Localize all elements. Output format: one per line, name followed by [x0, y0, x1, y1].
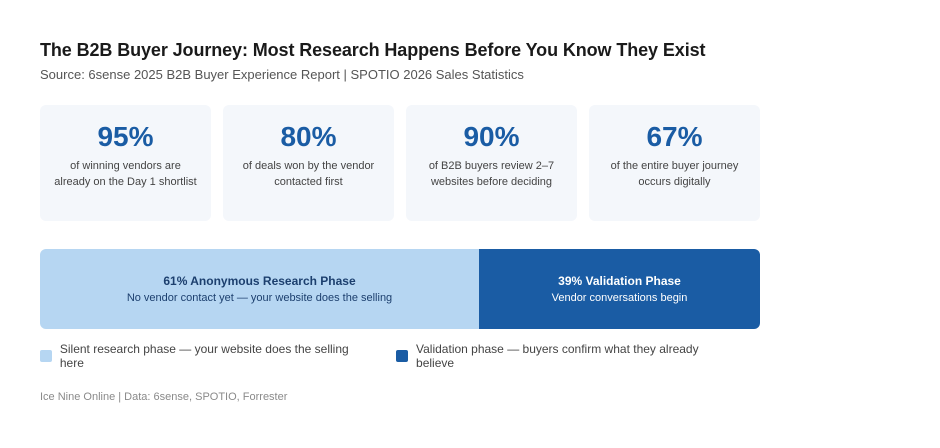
page-subtitle: Source: 6sense 2025 B2B Buyer Experience…: [40, 67, 524, 82]
stat-cards: 95% of winning vendors are already on th…: [40, 105, 760, 221]
segment-label: 39% Validation Phase: [558, 273, 681, 288]
bar-segment-validation: 39% Validation Phase Vendor conversations…: [479, 249, 760, 329]
stat-description: of the entire buyer journey occurs digit…: [610, 160, 739, 188]
stat-card-digital-journey: 67% of the entire buyer journey occurs d…: [589, 105, 760, 221]
legend-swatch-research: [40, 350, 52, 362]
page-title: The B2B Buyer Journey: Most Research Hap…: [40, 40, 706, 60]
stat-card-websites-reviewed: 90% of B2B buyers review 2–7 websites be…: [406, 105, 577, 221]
stat-description: of B2B buyers review 2–7 websites before…: [428, 160, 555, 188]
stat-description: of deals won by the vendor contacted fir…: [242, 160, 375, 188]
legend-label-research: Silent research phase — your website doe…: [59, 342, 349, 370]
legend-item-research: Silent research phase — your website doe…: [40, 342, 372, 370]
segment-label: 61% Anonymous Research Phase: [163, 273, 356, 288]
legend-swatch-validation: [396, 350, 409, 362]
chart-container: The B2B Buyer Journey: Most Research Hap…: [40, 38, 760, 404]
stat-value: 90%: [463, 121, 520, 152]
stat-value: 95%: [97, 121, 154, 152]
stat-card-deals-won: 80% of deals won by the vendor contacted…: [223, 105, 394, 221]
phase-stacked-bar: 61% Anonymous Research Phase No vendor co…: [40, 249, 760, 329]
stat-value: 67%: [646, 121, 703, 152]
stat-description: of winning vendors are already on the Da…: [54, 160, 197, 188]
legend-item-validation: Validation phase — buyers confirm what t…: [396, 342, 736, 370]
legend-label-validation: Validation phase — buyers confirm what t…: [416, 342, 699, 370]
stat-value: 80%: [280, 121, 337, 152]
bar-segment-research: 61% Anonymous Research Phase No vendor co…: [40, 249, 479, 329]
legend: Silent research phase — your website doe…: [40, 342, 760, 370]
footer-credit: Ice Nine Online | Data: 6sense, SPOTIO, …: [40, 391, 288, 403]
segment-sublabel: Vendor conversations begin: [551, 291, 688, 304]
segment-sublabel: No vendor contact yet — your website doe…: [126, 291, 393, 304]
stat-card-winning-vendors: 95% of winning vendors are already on th…: [40, 105, 211, 221]
